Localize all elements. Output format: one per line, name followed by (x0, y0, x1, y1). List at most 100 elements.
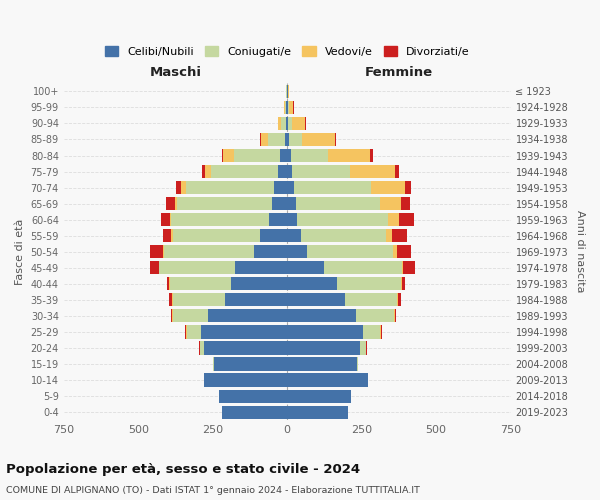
Bar (166, 197, 175, 210)
Bar (294, 181, 371, 194)
Bar (186, 181, 274, 194)
Bar (289, 117, 292, 130)
Bar (176, 181, 181, 194)
Bar (201, 326, 287, 338)
Bar (173, 294, 224, 306)
Bar (260, 229, 287, 242)
Bar (223, 149, 233, 162)
Bar (287, 181, 294, 194)
Y-axis label: Anni di nascita: Anni di nascita (575, 210, 585, 293)
Bar (292, 117, 305, 130)
Bar (345, 294, 397, 306)
Bar (214, 358, 287, 370)
Bar (350, 165, 395, 178)
Bar (288, 101, 289, 114)
Bar (287, 310, 356, 322)
Bar (287, 294, 345, 306)
Bar (221, 406, 287, 418)
Bar (401, 197, 410, 210)
Bar (287, 117, 289, 130)
Bar (235, 261, 287, 274)
Bar (173, 229, 260, 242)
Bar (161, 213, 170, 226)
Bar (272, 197, 287, 210)
Bar (292, 165, 350, 178)
Bar (205, 165, 211, 178)
Bar (287, 197, 296, 210)
Bar (187, 326, 201, 338)
Bar (380, 197, 401, 210)
Bar (233, 149, 280, 162)
Bar (287, 406, 348, 418)
Bar (403, 261, 415, 274)
Bar (211, 165, 278, 178)
Bar (302, 133, 335, 146)
Bar (159, 261, 235, 274)
Bar (287, 374, 368, 386)
Bar (281, 117, 286, 130)
Bar (274, 181, 287, 194)
Text: Femmine: Femmine (365, 66, 433, 78)
Bar (167, 277, 169, 290)
Bar (287, 165, 292, 178)
Bar (363, 326, 380, 338)
Text: COMUNE DI ALPIGNANO (TO) - Dati ISTAT 1° gennaio 2024 - Elaborazione TUTTITALIA.: COMUNE DI ALPIGNANO (TO) - Dati ISTAT 1°… (6, 486, 420, 495)
Bar (173, 310, 208, 322)
Bar (395, 310, 396, 322)
Bar (398, 294, 401, 306)
Bar (218, 390, 287, 402)
Bar (224, 294, 287, 306)
Bar (289, 101, 293, 114)
Bar (208, 310, 287, 322)
Bar (357, 358, 358, 370)
Bar (287, 213, 297, 226)
Bar (269, 213, 287, 226)
Bar (405, 181, 412, 194)
Bar (356, 310, 394, 322)
Bar (371, 181, 405, 194)
Bar (285, 133, 287, 146)
Bar (284, 101, 285, 114)
Bar (204, 374, 287, 386)
Bar (399, 213, 415, 226)
Bar (296, 197, 380, 210)
Bar (286, 101, 287, 114)
Bar (254, 245, 287, 258)
Bar (177, 197, 272, 210)
Bar (366, 342, 367, 354)
Bar (297, 213, 388, 226)
Bar (386, 229, 392, 242)
Bar (393, 245, 397, 258)
Bar (402, 261, 403, 274)
Bar (172, 229, 173, 242)
Bar (181, 181, 186, 194)
Bar (286, 117, 287, 130)
Bar (395, 165, 400, 178)
Bar (287, 149, 291, 162)
Bar (287, 133, 289, 146)
Bar (335, 133, 337, 146)
Bar (260, 133, 261, 146)
Bar (388, 213, 399, 226)
Bar (150, 261, 158, 274)
Text: Popolazione per età, sesso e stato civile - 2024: Popolazione per età, sesso e stato civil… (6, 462, 360, 475)
Bar (261, 133, 268, 146)
Bar (200, 342, 204, 354)
Bar (164, 245, 254, 258)
Bar (185, 326, 186, 338)
Bar (169, 294, 172, 306)
Bar (401, 277, 402, 290)
Bar (278, 117, 281, 130)
Bar (289, 133, 302, 146)
Bar (268, 133, 285, 146)
Bar (170, 277, 230, 290)
Bar (171, 213, 269, 226)
Bar (291, 149, 328, 162)
Bar (328, 149, 370, 162)
Bar (278, 165, 287, 178)
Bar (171, 310, 172, 322)
Bar (199, 342, 200, 354)
Bar (392, 229, 407, 242)
Bar (287, 358, 357, 370)
Bar (287, 390, 351, 402)
